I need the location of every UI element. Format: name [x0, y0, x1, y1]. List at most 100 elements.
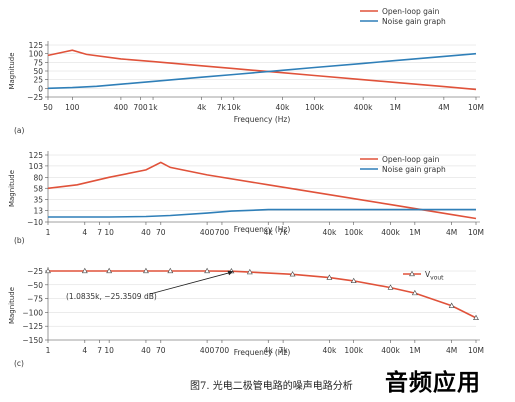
series-line	[48, 208, 476, 218]
x-tick-label: 400k	[381, 346, 400, 355]
x-tick-label: 10	[104, 228, 114, 237]
y-tick-label: −25	[27, 93, 43, 102]
figure-caption: 图7. 光电二极管电路的噪声电路分析	[190, 381, 353, 392]
x-tick-label: 7	[97, 228, 102, 237]
x-tick-label: 100k	[344, 228, 363, 237]
y-tick-label: −50	[27, 281, 43, 290]
legend-label-subscript: vout	[430, 275, 444, 282]
y-tick-label: 75	[33, 58, 43, 67]
data-point-marker	[167, 267, 174, 274]
x-tick-label: 400k	[381, 228, 400, 237]
legend-label: Noise gain graph	[382, 165, 446, 174]
x-tick-label: 1M	[409, 228, 420, 237]
x-tick-label: 1k	[148, 103, 158, 112]
x-axis-label: Frequency (Hz)	[234, 225, 291, 234]
legend-marker	[409, 270, 415, 277]
x-tick-label: 7k	[279, 346, 289, 355]
y-tick-label: 35	[33, 196, 43, 205]
x-tick-label: 100	[65, 103, 80, 112]
data-point-marker	[81, 267, 88, 274]
panel-label: (b)	[14, 236, 25, 245]
x-tick-label: 4M	[446, 346, 457, 355]
y-tick-label: 100	[29, 50, 44, 59]
data-point-marker	[326, 274, 333, 280]
x-tick-label: 4	[82, 228, 87, 237]
data-point-marker	[350, 277, 357, 284]
series-line	[47, 52, 477, 90]
x-tick-label: 4M	[446, 228, 457, 237]
x-tick-label: 100k	[305, 103, 324, 112]
y-axis-label: Magnitude	[8, 170, 16, 207]
x-tick-label: 10M	[468, 103, 484, 112]
data-point-marker	[45, 267, 51, 274]
legend-label: Vvout	[425, 270, 444, 282]
data-point-marker	[387, 284, 394, 290]
y-tick-label: −25	[27, 267, 43, 276]
x-tick-label: 10M	[468, 228, 484, 237]
annotation-text: (1.0835k, −25.3509 dB)	[66, 292, 157, 301]
series-line	[47, 49, 477, 91]
annotation-arrowhead	[227, 270, 234, 276]
x-tick-label: 700	[215, 228, 230, 237]
watermark-text: 音频应用	[385, 370, 481, 396]
x-tick-label: 40	[141, 346, 151, 355]
x-tick-label: 4k	[264, 228, 274, 237]
y-tick-label: 58	[33, 184, 43, 193]
x-tick-label: 4M	[438, 103, 449, 112]
x-tick-label: 40k	[322, 346, 337, 355]
x-tick-label: 700	[133, 103, 148, 112]
x-tick-label: 40k	[275, 103, 290, 112]
x-tick-label: 10M	[468, 346, 484, 355]
legend-label: Open-loop gain	[382, 155, 440, 164]
y-tick-label: 25	[33, 76, 43, 85]
x-tick-label: 70	[156, 228, 166, 237]
x-tick-label: 1M	[390, 103, 401, 112]
x-tick-label: 7	[97, 346, 102, 355]
x-tick-label: 100k	[344, 346, 363, 355]
x-tick-label: 1	[46, 228, 51, 237]
x-tick-label: 400	[114, 103, 129, 112]
x-axis-label: Frequency (Hz)	[234, 348, 291, 357]
y-tick-label: 125	[29, 41, 44, 50]
y-tick-label: 13	[33, 207, 43, 216]
panel-label: (a)	[14, 126, 25, 135]
x-tick-label: 70	[156, 346, 166, 355]
panel-label: (c)	[14, 359, 24, 368]
y-axis-label: Magnitude	[8, 52, 16, 89]
x-axis-label: Frequency (Hz)	[234, 115, 291, 124]
y-tick-label: 50	[33, 67, 43, 76]
data-point-marker	[143, 267, 149, 274]
data-point-marker	[204, 267, 211, 274]
x-tick-label: 7k	[279, 228, 289, 237]
x-tick-label: 4k	[264, 346, 274, 355]
y-tick-label: −125	[22, 322, 43, 331]
x-tick-label: 1M	[409, 346, 420, 355]
data-point-marker	[289, 271, 296, 277]
data-point-marker	[473, 314, 479, 321]
legend-label: Open-loop gain	[382, 7, 440, 16]
y-tick-label: 125	[29, 151, 44, 160]
x-tick-label: 10k	[227, 103, 242, 112]
x-tick-label: 7k	[217, 103, 227, 112]
data-point-marker	[411, 289, 418, 296]
x-tick-label: 10	[104, 346, 114, 355]
x-tick-label: 4k	[197, 103, 207, 112]
x-tick-label: 40k	[322, 228, 337, 237]
x-tick-label: 50	[43, 103, 53, 112]
legend-label: Noise gain graph	[382, 17, 446, 26]
x-tick-label: 700	[215, 346, 230, 355]
x-tick-label: 400	[200, 346, 215, 355]
data-point-marker	[106, 267, 113, 274]
y-tick-label: −100	[22, 308, 43, 317]
data-point-marker	[246, 268, 253, 275]
series-line	[47, 161, 477, 220]
data-point-marker	[448, 302, 455, 308]
y-tick-label: −10	[27, 218, 43, 227]
x-tick-label: 4	[82, 346, 87, 355]
y-tick-label: −75	[27, 295, 43, 304]
x-tick-label: 40	[141, 228, 151, 237]
y-tick-label: 80	[33, 173, 43, 182]
y-tick-label: −150	[22, 336, 43, 345]
